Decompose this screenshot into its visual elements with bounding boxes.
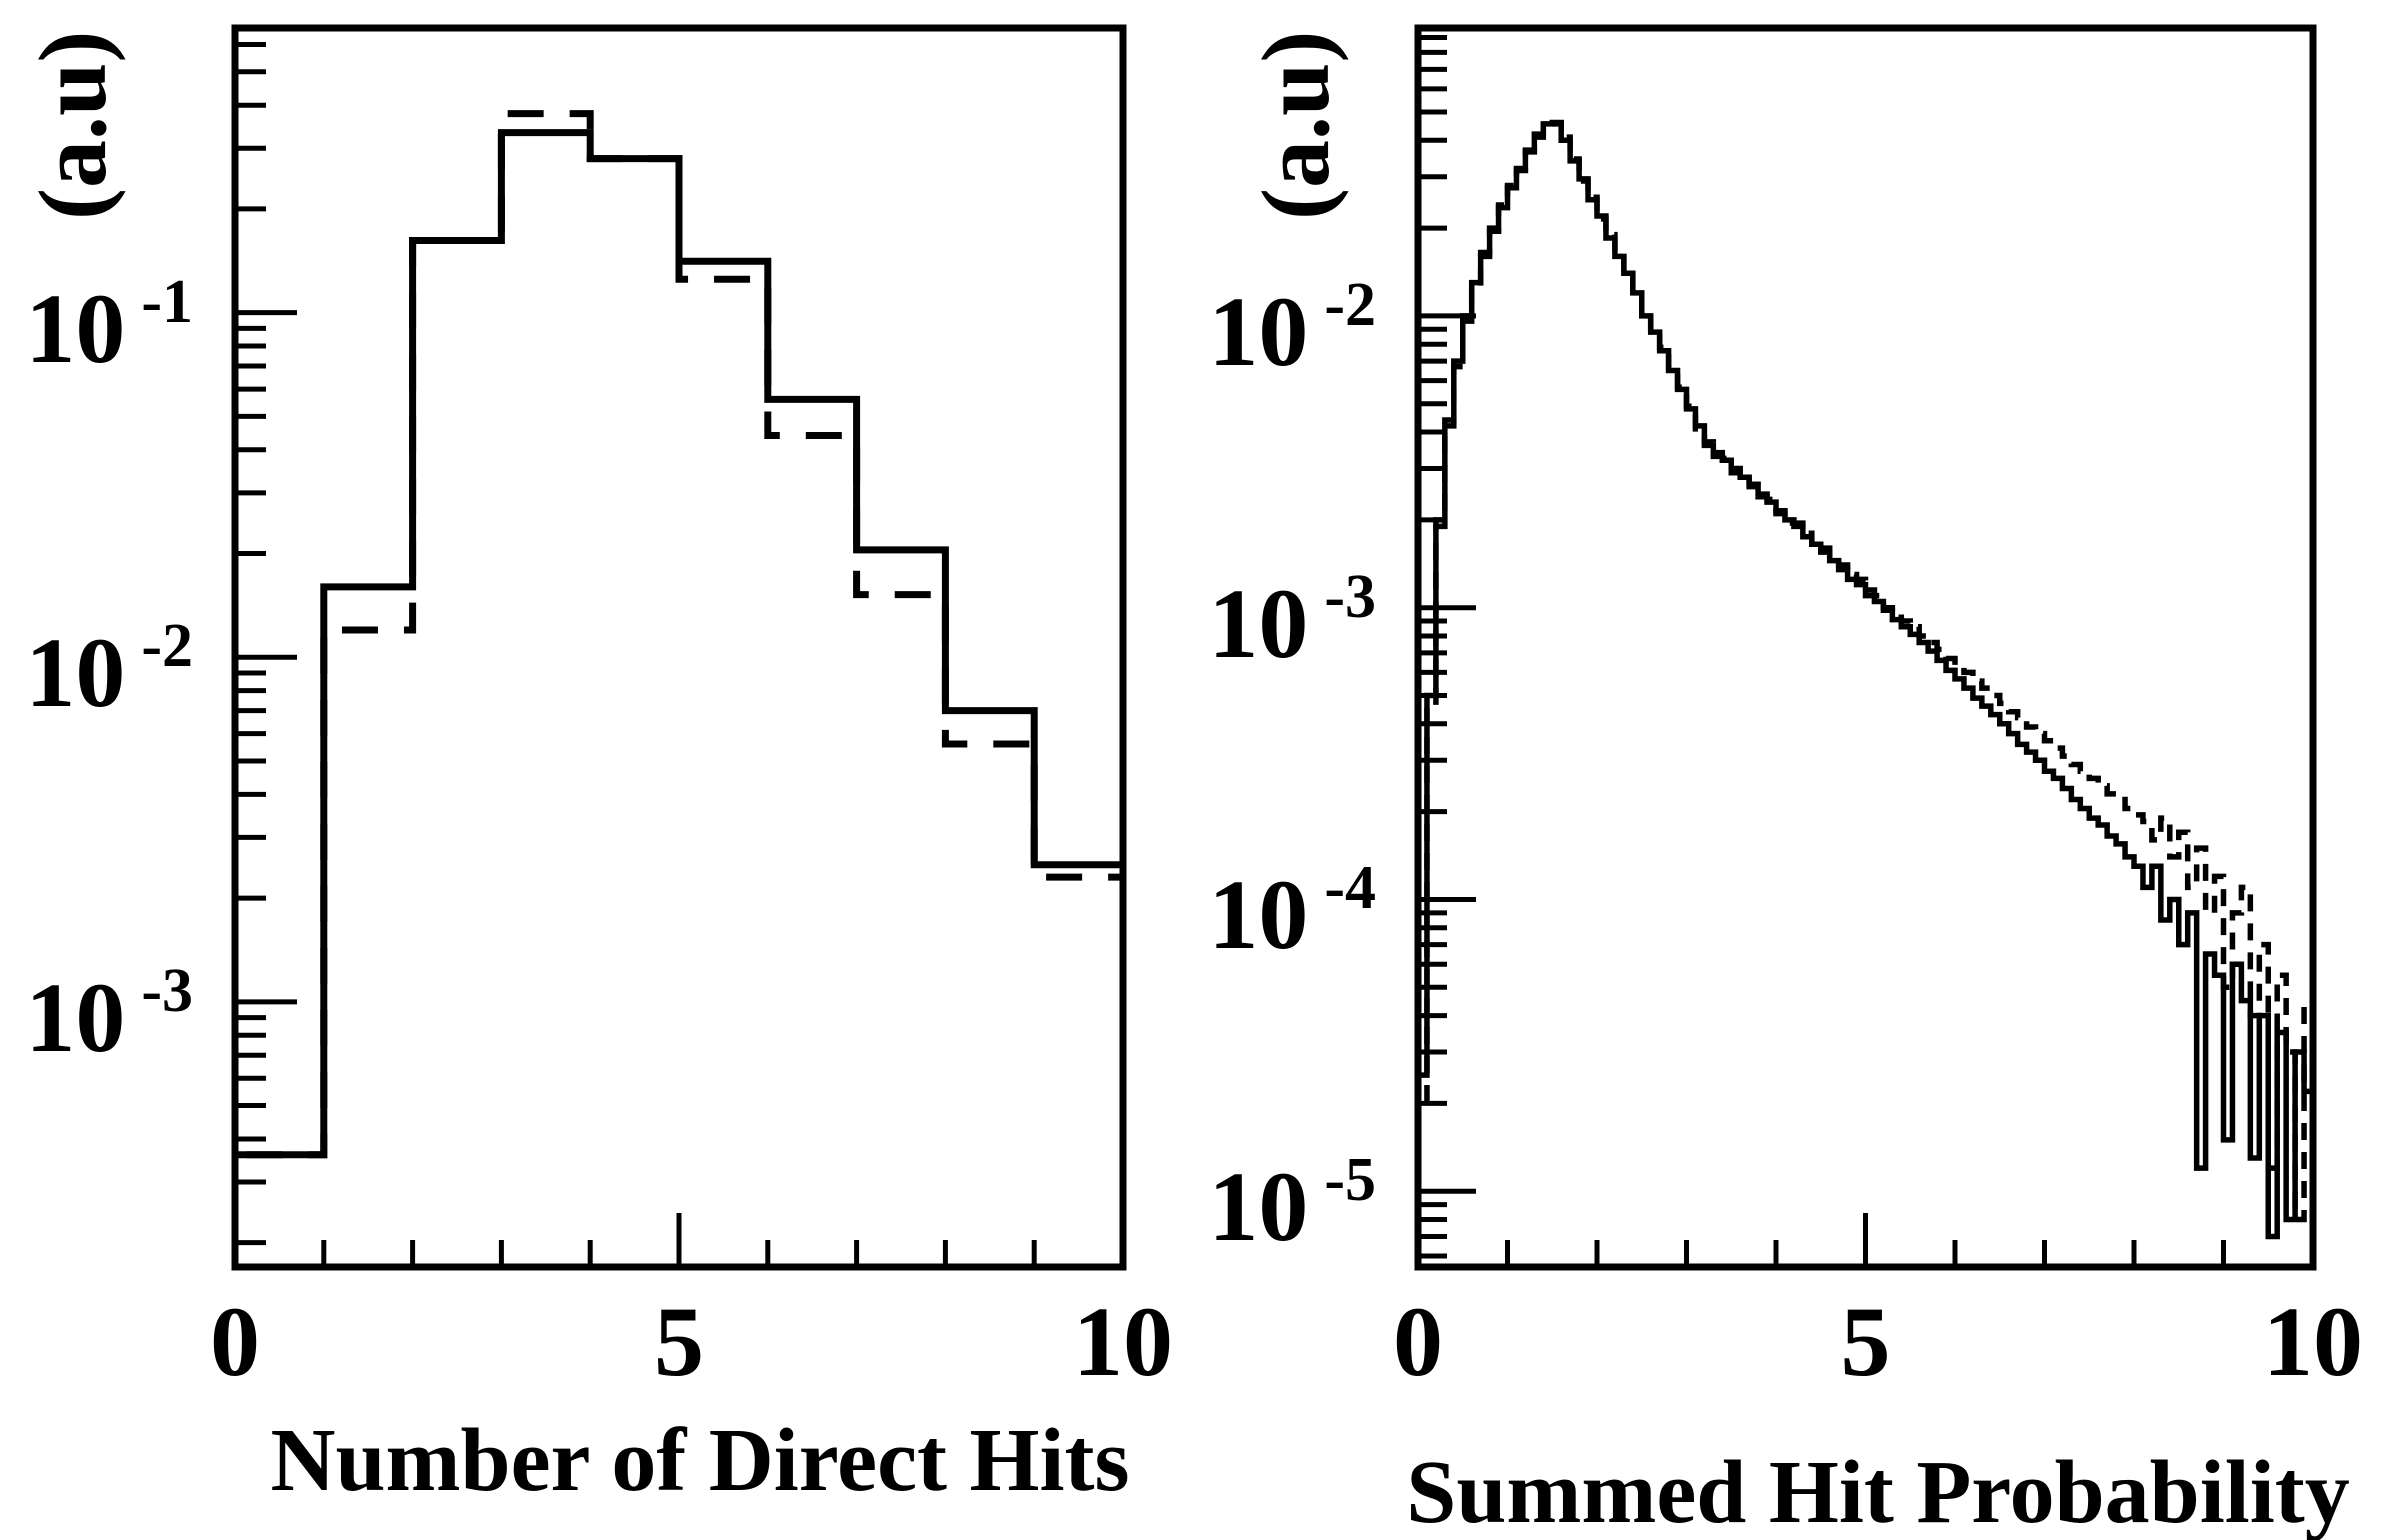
x-axis-title-right: Summed Hit Probability xyxy=(1406,1443,2350,1540)
y-tick-label-left: 10 -3 xyxy=(25,960,193,1068)
y-tick-label-left: 10 -2 xyxy=(25,615,193,723)
x-tick-label-left: 10 xyxy=(1073,1286,1173,1397)
dashed-histogram-right xyxy=(1415,121,2316,1267)
x-tick-label-left: 5 xyxy=(654,1286,704,1397)
x-tick-label-right: 5 xyxy=(1840,1286,1891,1397)
y-tick-base: 10 xyxy=(25,961,126,1073)
y-axis-label-right: (a.u) xyxy=(1242,30,1349,220)
dashed-histogram-left xyxy=(231,110,1127,1267)
y-tick-base: 10 xyxy=(1208,1151,1309,1263)
y-tick-exponent: -5 xyxy=(1324,1146,1376,1215)
y-tick-base: 10 xyxy=(25,617,126,729)
y-tick-base: 10 xyxy=(25,272,126,384)
solid-histogram-left xyxy=(231,129,1127,1267)
x-axis-title-left: Number of Direct Hits xyxy=(270,1411,1130,1510)
y-tick-exponent: -3 xyxy=(1324,562,1376,631)
y-tick-exponent: -3 xyxy=(141,956,193,1025)
y-tick-label-right: 10 -4 xyxy=(1208,857,1376,965)
y-tick-label-right: 10 -2 xyxy=(1208,274,1376,382)
y-tick-label-left: 10 -1 xyxy=(25,271,193,379)
y-tick-exponent: -2 xyxy=(1324,270,1376,339)
y-tick-exponent: -1 xyxy=(141,267,193,336)
x-tick-label-right: 10 xyxy=(2263,1286,2363,1397)
axis-frame-right xyxy=(1414,24,2317,1271)
x-tick-label-left: 0 xyxy=(210,1286,260,1397)
x-tick-label-right: 0 xyxy=(1393,1286,1443,1397)
solid-histogram-right xyxy=(1415,119,2316,1267)
y-tick-exponent: -2 xyxy=(141,612,193,681)
y-tick-label-right: 10 -5 xyxy=(1208,1149,1376,1257)
y-tick-exponent: -4 xyxy=(1324,854,1376,923)
y-axis-label-left: (a.u) xyxy=(19,30,126,220)
y-tick-label-right: 10 -3 xyxy=(1208,566,1376,674)
y-tick-base: 10 xyxy=(1208,567,1309,679)
y-tick-base: 10 xyxy=(1208,859,1309,971)
y-tick-base: 10 xyxy=(1208,275,1309,387)
